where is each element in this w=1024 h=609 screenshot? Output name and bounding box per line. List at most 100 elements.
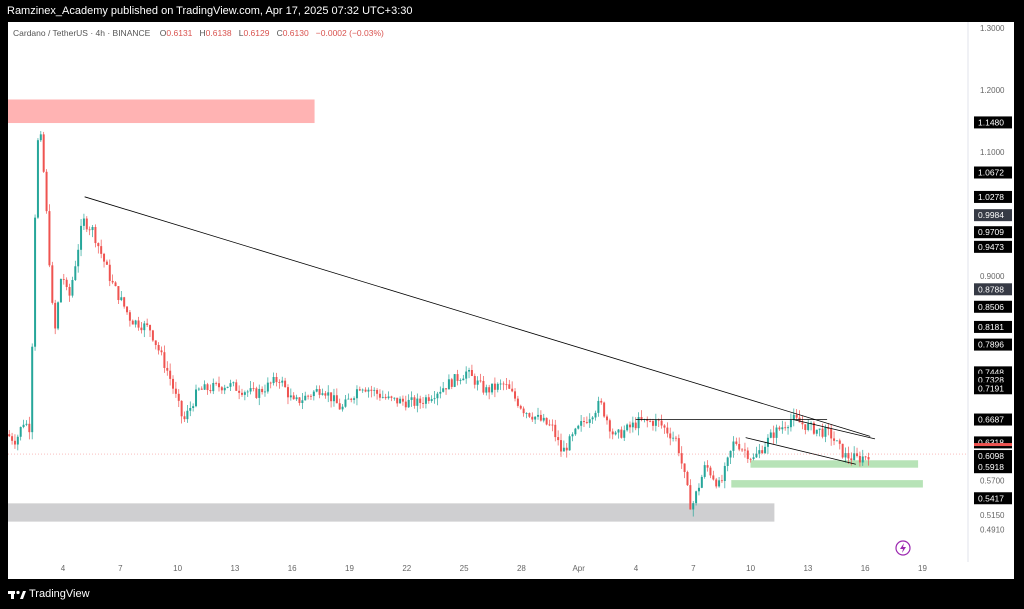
candle-body <box>588 419 591 423</box>
candle-body <box>465 371 468 379</box>
price-label-text: 0.6687 <box>978 415 1004 425</box>
candle-body <box>212 382 215 392</box>
candle-body <box>522 408 525 414</box>
price-label-text: 0.5417 <box>978 493 1004 503</box>
price-label-text: 0.6098 <box>978 451 1004 461</box>
candle-body <box>419 398 422 403</box>
candle-body <box>499 383 502 385</box>
candle-body <box>571 434 574 437</box>
price-label-text: 0.8506 <box>978 302 1004 312</box>
candle-body <box>350 398 353 400</box>
candle-body <box>223 387 226 391</box>
candle-body <box>376 389 379 394</box>
candle-body <box>88 229 91 231</box>
candle-body <box>266 382 269 392</box>
candle-body <box>749 458 752 460</box>
trendline <box>793 419 876 440</box>
candle-body <box>11 436 14 441</box>
candle-body <box>726 457 729 466</box>
candle-body <box>206 384 209 391</box>
candle-body <box>422 402 425 404</box>
price-label-text: 0.8181 <box>978 322 1004 332</box>
candle-body <box>258 388 261 398</box>
price-label-tag <box>974 240 1012 253</box>
candle-body <box>493 383 496 390</box>
price-label-text: 0.7448 <box>978 367 1004 377</box>
candle-body <box>565 447 568 451</box>
candle-body <box>528 413 531 417</box>
candle-body <box>275 377 278 383</box>
time-axis-tick: 7 <box>691 564 696 573</box>
candle-body <box>416 398 419 406</box>
price-axis-tick: 0.4910 <box>980 526 1005 535</box>
symbol-label: Cardano / TetherUS · 4h · BINANCE <box>13 28 151 38</box>
low-value: 0.6129 <box>243 28 270 38</box>
change-value: −0.0002 (−0.03%) <box>315 28 384 38</box>
time-axis-tick: 4 <box>634 564 639 573</box>
candle-body <box>240 392 243 395</box>
candle-body <box>25 423 28 425</box>
price-label-text: 0.5918 <box>978 462 1004 472</box>
candle-body <box>677 438 680 454</box>
candle-body <box>292 395 295 400</box>
candle-body <box>197 388 200 390</box>
candle-body <box>238 390 241 393</box>
tradingview-logo[interactable]: TradingView <box>8 588 90 600</box>
candle-body <box>34 217 37 347</box>
candle-body <box>741 449 744 451</box>
candle-body <box>462 378 465 381</box>
chart-area[interactable]: 1.3000 1.2000 1.1000 0.9000 0.5700 0.5150 0.49… <box>8 22 1014 579</box>
candle-body <box>818 428 821 430</box>
candle-body <box>312 391 315 397</box>
candle-body <box>830 429 833 439</box>
open-label: O <box>159 28 167 38</box>
candle-body <box>341 406 344 410</box>
candle-body <box>13 440 16 445</box>
price-label-text: 0.6318 <box>978 437 1004 447</box>
price-label-tag <box>974 413 1012 426</box>
candle-body <box>634 422 637 429</box>
time-axis-tick: 19 <box>918 564 927 573</box>
candle-body <box>166 367 169 371</box>
price-chart[interactable]: 1.3000 1.2000 1.1000 0.9000 0.5700 0.5150 0.49… <box>8 22 1014 579</box>
candle-body <box>169 370 172 379</box>
candle-body <box>867 457 870 460</box>
candle-body <box>732 441 735 451</box>
candle-body <box>772 432 775 438</box>
candle-body <box>324 393 327 396</box>
candle-body <box>631 422 634 428</box>
candle-body <box>608 420 611 432</box>
candle-body <box>534 416 537 420</box>
candle-body <box>864 456 867 458</box>
candle-body <box>766 437 769 447</box>
candle-body <box>140 327 143 331</box>
candle-body <box>856 453 859 456</box>
time-axis-tick: 13 <box>803 564 812 573</box>
candle-body <box>272 377 275 384</box>
candle-body <box>220 387 223 391</box>
candle-body <box>203 384 206 390</box>
price-label-text: 0.7896 <box>978 340 1004 350</box>
candle-body <box>407 399 410 408</box>
candle-body <box>468 370 471 372</box>
price-label-tag <box>974 209 1012 222</box>
candle-body <box>304 395 307 401</box>
alert-icon <box>895 540 911 556</box>
candle-body <box>542 417 545 421</box>
candle-body <box>31 346 34 433</box>
candle-body <box>680 453 683 464</box>
candle-body <box>539 414 542 421</box>
candle-body <box>200 388 203 390</box>
candle-body <box>137 320 140 328</box>
candle-body <box>853 453 856 461</box>
candle-body <box>226 386 229 388</box>
candle-body <box>795 414 798 418</box>
high-value: 0.6138 <box>205 28 232 38</box>
candle-body <box>557 437 560 441</box>
candle-body <box>660 420 663 426</box>
time-axis-tick: 7 <box>118 564 123 573</box>
candle-body <box>476 380 479 385</box>
candle-body <box>318 389 321 395</box>
candle-body <box>111 280 114 283</box>
candle-body <box>97 243 100 247</box>
